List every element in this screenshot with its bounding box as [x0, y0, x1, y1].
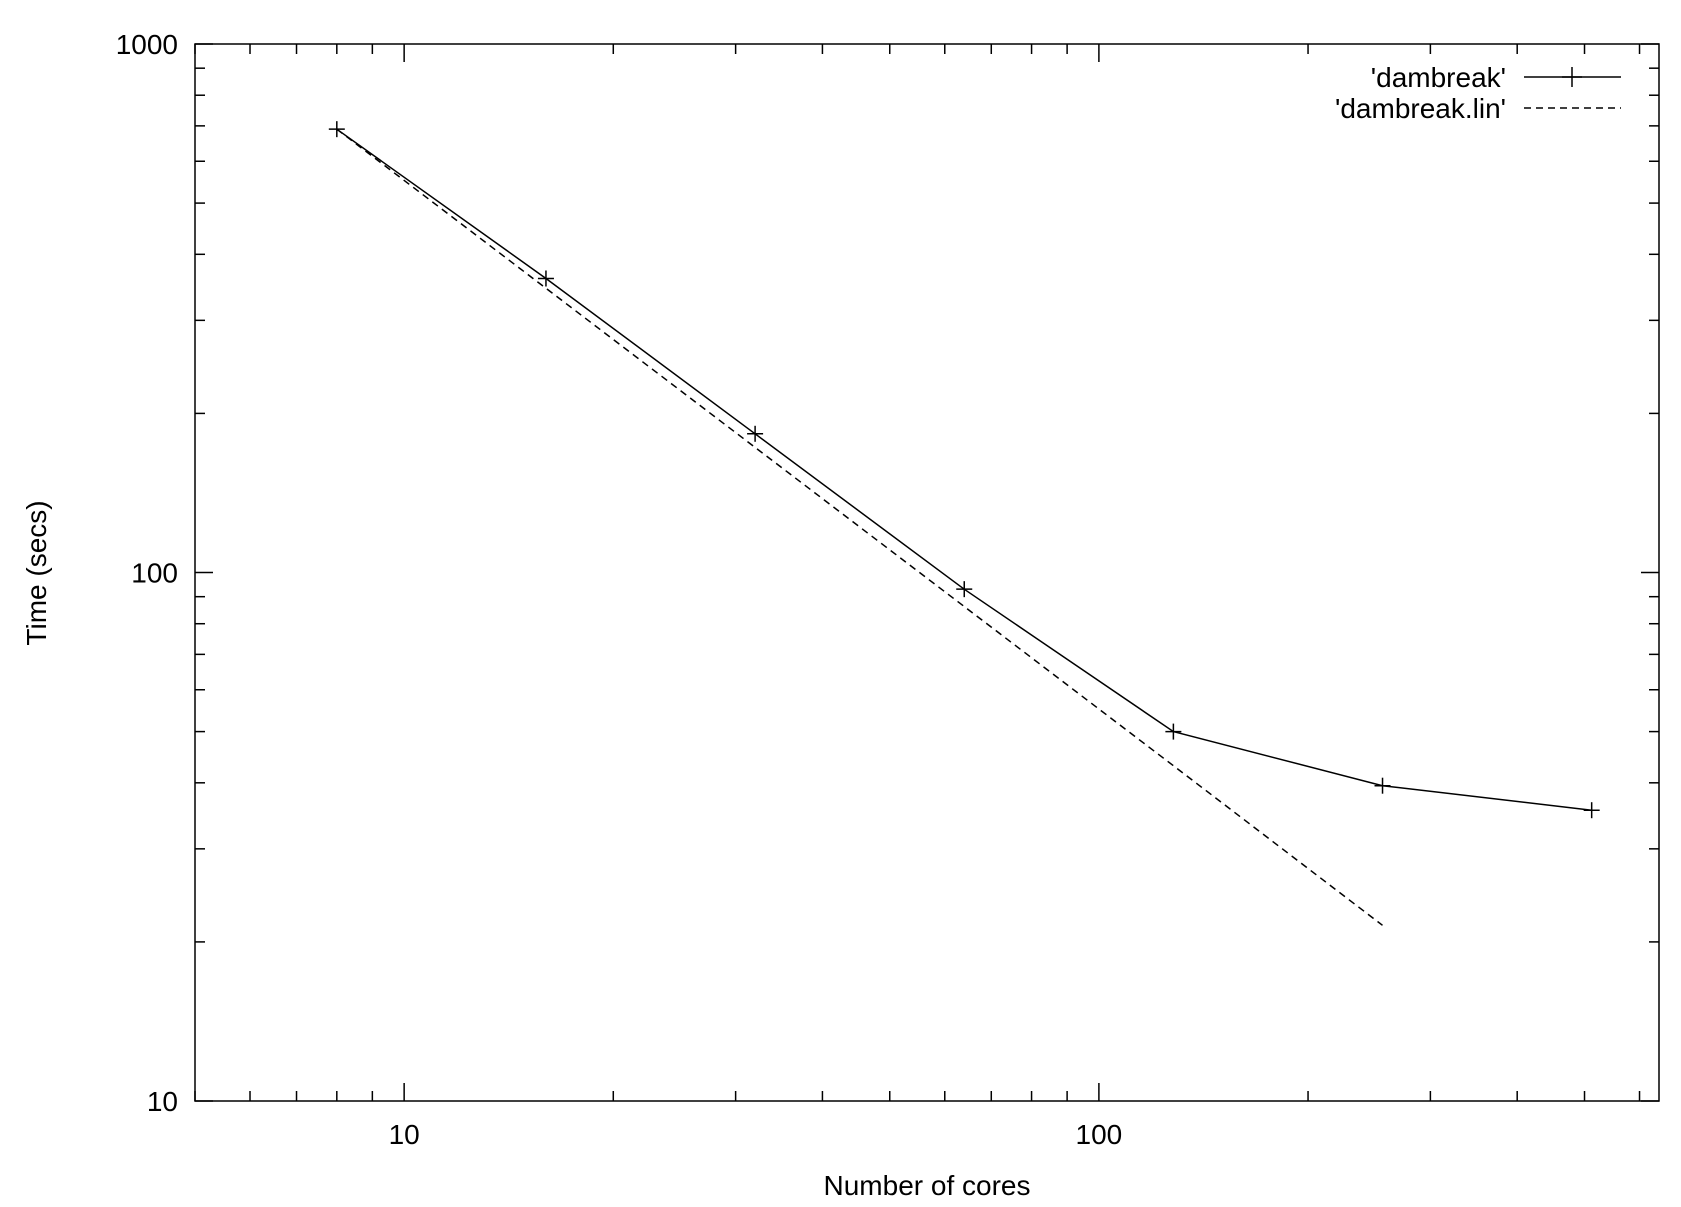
data-point-marker: [328, 121, 345, 138]
data-point-marker: [537, 270, 554, 287]
legend-label-dambreak-lin: 'dambreak.lin': [1335, 93, 1506, 124]
y-axis-label: Time (secs): [21, 500, 52, 645]
legend-marker-dambreak: [1562, 67, 1582, 87]
data-point-marker: [956, 581, 973, 598]
series-layer: [328, 121, 1600, 926]
y-tick-label: 10: [147, 1086, 178, 1117]
y-tick-label: 1000: [116, 29, 178, 60]
plot-frame: [194, 43, 1660, 1102]
legend-label-dambreak: 'dambreak': [1371, 62, 1506, 93]
data-point-marker: [747, 425, 764, 442]
data-point-marker: [1165, 723, 1182, 740]
data-point-marker: [1374, 777, 1391, 794]
legend: 'dambreak' 'dambreak.lin': [1335, 62, 1621, 124]
series-line-1: [336, 128, 1383, 926]
axis-ticks: 10 100 10 100 1000: [116, 29, 1659, 1150]
y-tick-label: 100: [131, 558, 178, 589]
x-tick-label: 100: [1076, 1119, 1123, 1150]
data-point-marker: [1583, 802, 1600, 819]
series-line-0: [336, 128, 1592, 811]
x-tick-label: 10: [389, 1119, 420, 1150]
x-axis-label: Number of cores: [824, 1170, 1031, 1201]
